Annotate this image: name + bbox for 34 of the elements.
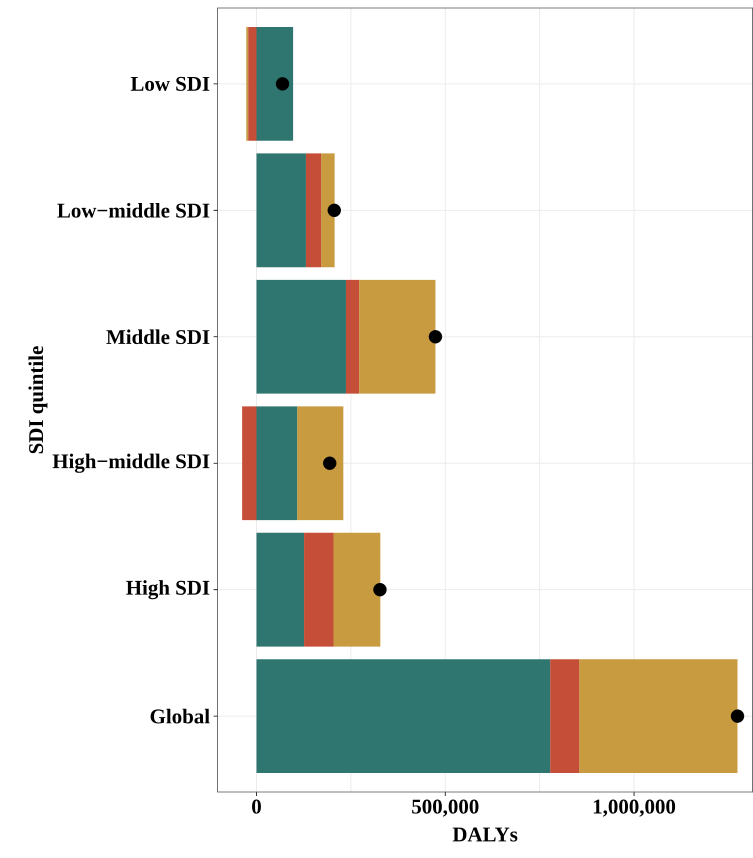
point [730, 709, 744, 723]
y-tick-label: Middle SDI [106, 329, 210, 344]
bar [346, 280, 360, 394]
bar [248, 26, 256, 141]
point [328, 204, 341, 218]
bar [579, 659, 738, 774]
bar [256, 153, 306, 268]
y-tick-label: Low SDI [130, 76, 210, 91]
bar [256, 406, 298, 520]
x-tick-label: 1,000,000 [594, 800, 676, 817]
point [276, 77, 290, 91]
bar [256, 532, 304, 647]
bar [242, 406, 256, 520]
bar [256, 280, 346, 394]
x-tick-label: 0 [252, 800, 261, 814]
point [373, 582, 387, 596]
point [323, 456, 336, 470]
y-axis-title: SDI quintile [28, 346, 48, 454]
x-axis-title: DALYs [452, 828, 518, 842]
bar [256, 659, 550, 774]
y-tick-label: High SDI [126, 580, 210, 600]
bar [297, 406, 344, 520]
x-tick-label: 500,000 [412, 800, 478, 817]
y-tick-label: High−middle SDI [52, 454, 210, 473]
y-tick-label: Low−middle SDI [57, 202, 210, 218]
bar [304, 532, 334, 647]
bar [550, 659, 580, 774]
y-tick-label: Global [150, 708, 210, 724]
bar [334, 532, 380, 647]
bar [359, 280, 436, 394]
bar [256, 26, 294, 141]
point [428, 330, 442, 344]
bar [306, 153, 322, 268]
bar [321, 153, 335, 268]
